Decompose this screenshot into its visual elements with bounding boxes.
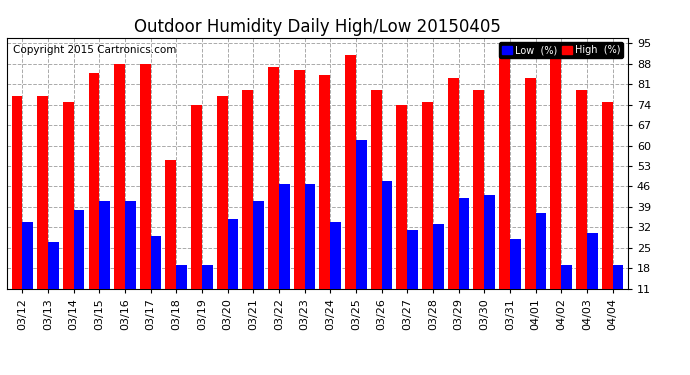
Bar — [63, 102, 74, 289]
Bar — [74, 210, 84, 289]
Bar — [279, 184, 290, 289]
Bar — [22, 222, 33, 289]
Bar — [473, 90, 484, 289]
Bar — [191, 105, 202, 289]
Bar — [242, 90, 253, 289]
Bar — [613, 266, 623, 289]
Bar — [12, 96, 22, 289]
Bar — [499, 52, 510, 289]
Bar — [99, 201, 110, 289]
Bar — [407, 230, 418, 289]
Title: Outdoor Humidity Daily High/Low 20150405: Outdoor Humidity Daily High/Low 20150405 — [134, 18, 501, 36]
Bar — [202, 266, 213, 289]
Bar — [331, 222, 341, 289]
Bar — [524, 78, 535, 289]
Bar — [561, 266, 572, 289]
Bar — [304, 184, 315, 289]
Bar — [88, 72, 99, 289]
Bar — [510, 239, 521, 289]
Bar — [586, 233, 598, 289]
Bar — [140, 64, 150, 289]
Bar — [114, 64, 125, 289]
Bar — [422, 102, 433, 289]
Bar — [150, 236, 161, 289]
Bar — [37, 96, 48, 289]
Bar — [125, 201, 136, 289]
Bar — [448, 78, 459, 289]
Bar — [319, 75, 331, 289]
Bar — [382, 181, 393, 289]
Bar — [166, 160, 176, 289]
Bar — [433, 225, 444, 289]
Bar — [176, 266, 187, 289]
Bar — [551, 44, 561, 289]
Bar — [602, 102, 613, 289]
Bar — [48, 242, 59, 289]
Bar — [459, 198, 469, 289]
Bar — [345, 55, 356, 289]
Bar — [253, 201, 264, 289]
Legend: Low  (%), High  (%): Low (%), High (%) — [500, 42, 623, 58]
Bar — [294, 70, 304, 289]
Bar — [576, 90, 586, 289]
Text: Copyright 2015 Cartronics.com: Copyright 2015 Cartronics.com — [13, 45, 177, 55]
Bar — [371, 90, 382, 289]
Bar — [268, 67, 279, 289]
Bar — [228, 219, 238, 289]
Bar — [217, 96, 228, 289]
Bar — [356, 140, 366, 289]
Bar — [397, 105, 407, 289]
Bar — [484, 195, 495, 289]
Bar — [535, 213, 546, 289]
